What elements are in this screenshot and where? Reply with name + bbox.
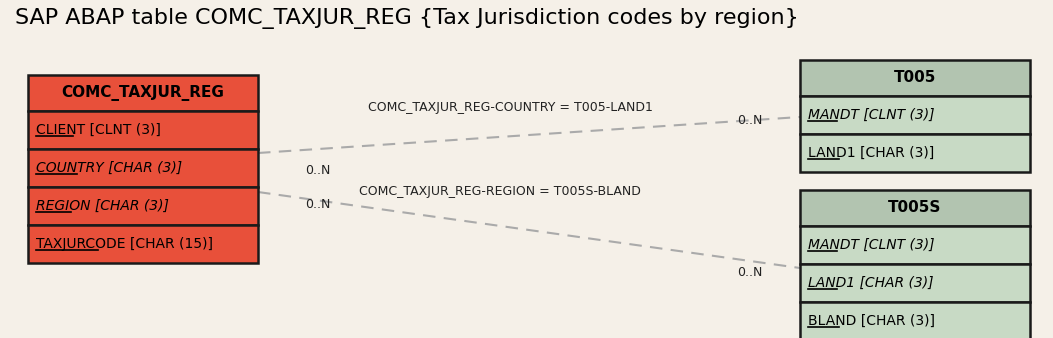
Text: 0..N: 0..N <box>305 164 331 176</box>
Bar <box>800 96 1030 134</box>
Text: BLAND [CHAR (3)]: BLAND [CHAR (3)] <box>808 314 935 328</box>
Bar <box>800 134 1030 172</box>
Text: LAND1 [CHAR (3)]: LAND1 [CHAR (3)] <box>808 146 934 160</box>
Text: MANDT [CLNT (3)]: MANDT [CLNT (3)] <box>808 108 934 122</box>
Text: 0..N: 0..N <box>737 266 762 279</box>
Bar <box>800 226 1030 264</box>
Text: 0..N: 0..N <box>305 198 331 212</box>
Text: SAP ABAP table COMC_TAXJUR_REG {Tax Jurisdiction codes by region}: SAP ABAP table COMC_TAXJUR_REG {Tax Juri… <box>15 8 799 29</box>
Text: 0..N: 0..N <box>737 114 762 126</box>
Text: LAND1 [CHAR (3)]: LAND1 [CHAR (3)] <box>808 276 934 290</box>
Text: COMC_TAXJUR_REG: COMC_TAXJUR_REG <box>61 85 224 101</box>
Bar <box>28 225 258 263</box>
Text: COMC_TAXJUR_REG-COUNTRY = T005-LAND1: COMC_TAXJUR_REG-COUNTRY = T005-LAND1 <box>367 101 653 115</box>
Bar <box>28 149 258 187</box>
Text: REGION [CHAR (3)]: REGION [CHAR (3)] <box>36 199 168 213</box>
Text: T005S: T005S <box>889 200 941 216</box>
Bar <box>800 60 1030 96</box>
Bar <box>28 75 258 111</box>
Text: CLIENT [CLNT (3)]: CLIENT [CLNT (3)] <box>36 123 161 137</box>
Bar <box>800 302 1030 338</box>
Bar <box>800 264 1030 302</box>
Text: T005: T005 <box>894 71 936 86</box>
Text: COUNTRY [CHAR (3)]: COUNTRY [CHAR (3)] <box>36 161 182 175</box>
Bar <box>28 187 258 225</box>
Text: TAXJURCODE [CHAR (15)]: TAXJURCODE [CHAR (15)] <box>36 237 213 251</box>
Text: COMC_TAXJUR_REG-REGION = T005S-BLAND: COMC_TAXJUR_REG-REGION = T005S-BLAND <box>359 186 641 198</box>
Text: MANDT [CLNT (3)]: MANDT [CLNT (3)] <box>808 238 934 252</box>
Bar <box>28 111 258 149</box>
Bar <box>800 190 1030 226</box>
